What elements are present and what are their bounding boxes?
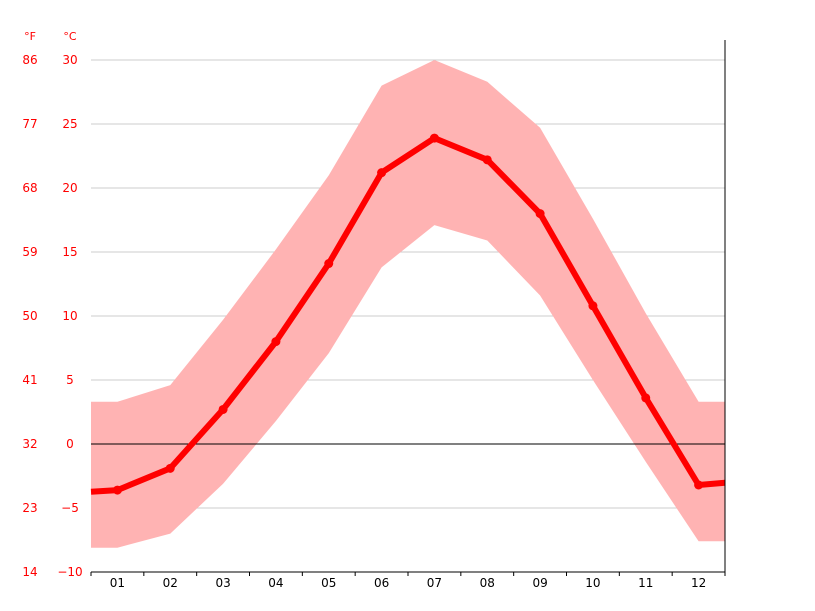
- data-point-06: [377, 168, 387, 178]
- x-tick-label: 05: [321, 576, 336, 590]
- y-tick-label-f: 23: [22, 501, 37, 515]
- average-temperature-line: [90, 135, 726, 495]
- y-tick-label-f: 68: [22, 181, 37, 195]
- y-tick-label-f: 41: [22, 373, 37, 387]
- x-tick-label: 03: [215, 576, 230, 590]
- x-tick-label: 10: [585, 576, 600, 590]
- unit-f-label: °F: [24, 30, 36, 43]
- data-point-08: [482, 155, 492, 165]
- x-tick-labels: 01 02 03 04 05 06 07 08 09 10 11 12: [110, 576, 706, 590]
- x-tick-label: 07: [427, 576, 442, 590]
- average-line-group: [90, 133, 726, 495]
- data-point-07: [429, 133, 439, 143]
- y-tick-label-c: 15: [62, 245, 77, 259]
- x-tick-label: 11: [638, 576, 653, 590]
- y-tick-labels: 86 30 77 25 68 20 59 15 50 10 41 5 32 0 23 −5 14 −10: [22, 53, 82, 579]
- x-tick-label: 01: [110, 576, 125, 590]
- data-point-03: [218, 404, 228, 414]
- temperature-range-band: [91, 60, 725, 548]
- y-tick-label-f: 86: [22, 53, 37, 67]
- x-tick-label: 02: [163, 576, 178, 590]
- y-tick-label-c: −5: [61, 501, 79, 515]
- y-tick-label-c: 30: [62, 53, 77, 67]
- x-tick-label: 09: [532, 576, 547, 590]
- data-point-01: [112, 485, 122, 495]
- y-tick-label-c: 10: [62, 309, 77, 323]
- unit-c-label: °C: [63, 30, 77, 43]
- y-tick-label-c: 25: [62, 117, 77, 131]
- x-tick-label: 12: [691, 576, 706, 590]
- data-point-09: [535, 209, 545, 219]
- data-point-05: [324, 259, 334, 269]
- y-tick-label-f: 14: [22, 565, 37, 579]
- y-tick-label-f: 59: [22, 245, 37, 259]
- axes: [90, 40, 726, 576]
- y-tick-label-f: 77: [22, 117, 37, 131]
- y-tick-label-f: 50: [22, 309, 37, 323]
- data-point-12: [694, 480, 704, 490]
- data-point-02: [165, 463, 175, 473]
- y-tick-label-f: 32: [22, 437, 37, 451]
- data-point-11: [641, 393, 651, 403]
- y-tick-label-c: 0: [66, 437, 74, 451]
- x-tick-label: 08: [480, 576, 495, 590]
- x-tick-label: 04: [268, 576, 283, 590]
- y-tick-label-c: 20: [62, 181, 77, 195]
- y-tick-label-c: −10: [57, 565, 82, 579]
- min-max-band: [91, 60, 725, 548]
- x-tick-label: 06: [374, 576, 389, 590]
- data-point-04: [271, 337, 281, 347]
- data-point-10: [588, 301, 598, 311]
- y-tick-label-c: 5: [66, 373, 74, 387]
